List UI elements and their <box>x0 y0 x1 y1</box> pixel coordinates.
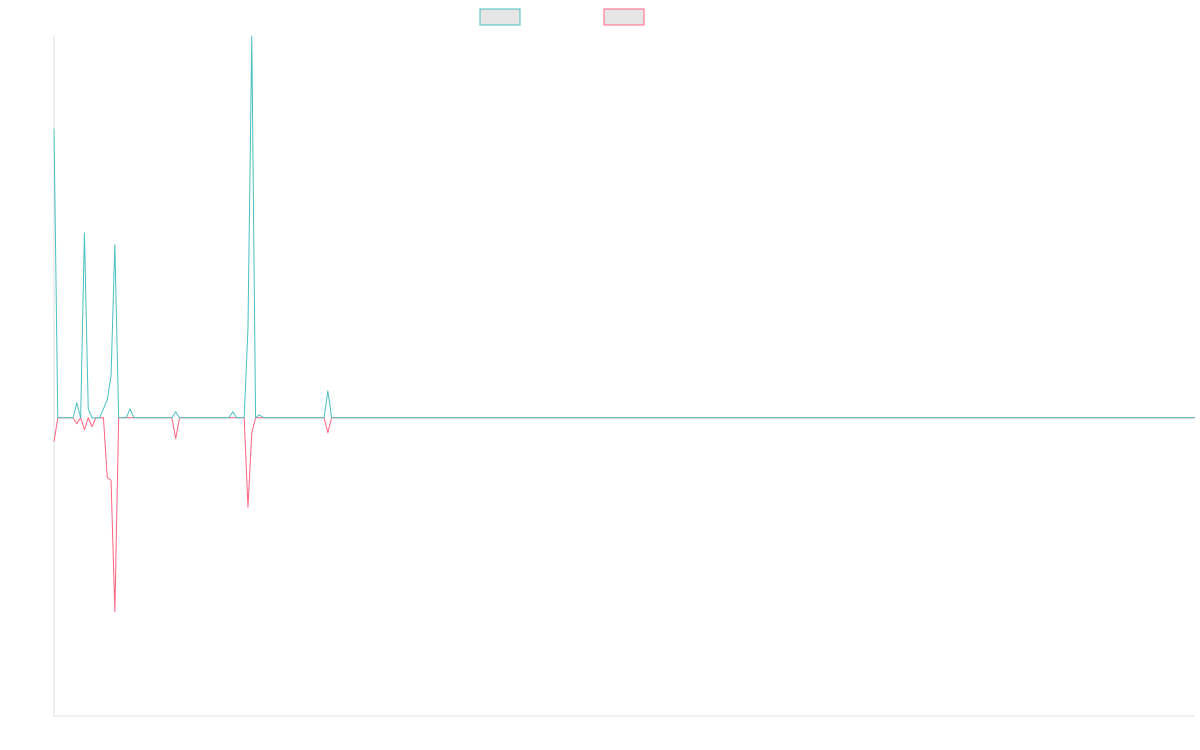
series-layer <box>53 35 1195 613</box>
legend <box>479 8 645 26</box>
legend-swatch-2[interactable] <box>603 8 645 26</box>
series-line-2 <box>53 417 1195 613</box>
legend-swatch-1[interactable] <box>479 8 521 26</box>
series-line-1 <box>53 35 1195 419</box>
